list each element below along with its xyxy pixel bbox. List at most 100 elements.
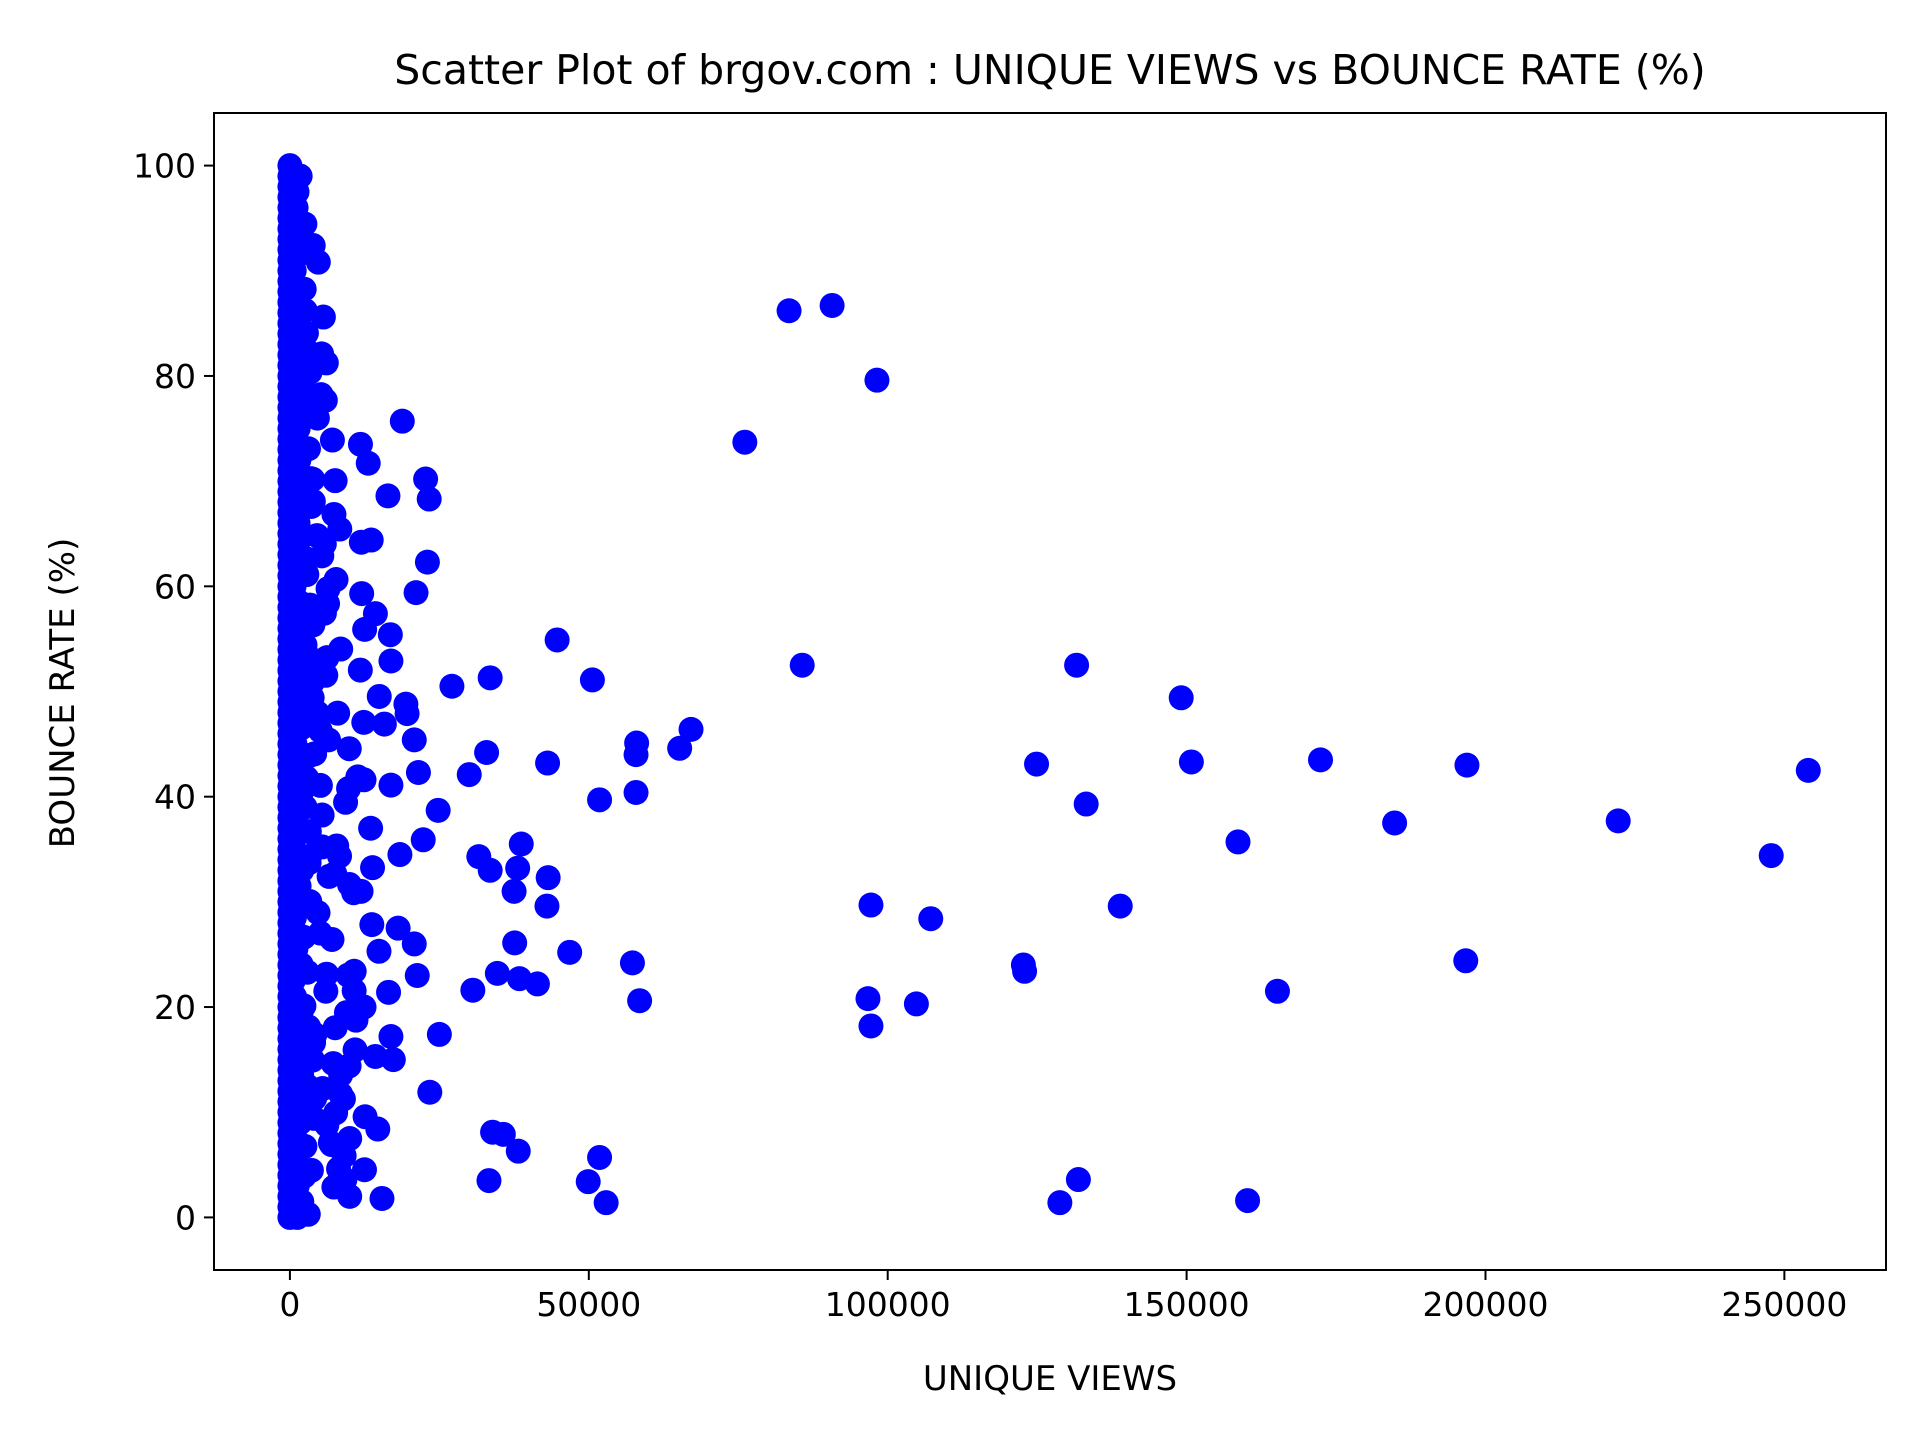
cluster-point: [333, 789, 359, 815]
data-point: [358, 527, 384, 553]
cluster-point: [311, 531, 337, 557]
data-point: [378, 772, 404, 798]
data-point: [369, 1185, 395, 1211]
data-point: [309, 341, 335, 367]
data-point: [413, 466, 439, 492]
data-point: [579, 667, 605, 693]
data-point: [337, 1126, 363, 1152]
cluster-point: [324, 833, 350, 859]
data-point: [336, 1053, 362, 1079]
data-point: [678, 716, 704, 742]
data-point: [508, 831, 534, 857]
data-point: [623, 779, 649, 805]
cluster-point: [349, 581, 375, 607]
cluster-point: [359, 912, 385, 938]
data-point: [505, 1138, 531, 1164]
data-point: [484, 960, 510, 986]
cluster-point: [308, 382, 334, 408]
data-point: [328, 1081, 354, 1107]
data-point: [855, 986, 881, 1012]
cluster-point: [309, 802, 335, 828]
data-point: [1047, 1190, 1073, 1216]
data-point: [403, 580, 429, 606]
data-point: [362, 601, 388, 627]
cluster-point: [295, 1201, 321, 1227]
data-point: [535, 865, 561, 891]
data-point: [667, 735, 693, 761]
data-point: [1758, 843, 1784, 869]
cluster-point: [351, 709, 377, 735]
cluster-point: [298, 1157, 324, 1183]
data-point: [858, 1013, 884, 1039]
data-point: [1168, 685, 1194, 711]
data-point: [387, 842, 413, 868]
data-point: [355, 450, 381, 476]
data-point: [362, 1043, 388, 1069]
data-point: [426, 1021, 452, 1047]
data-point: [557, 939, 583, 965]
cluster-point: [300, 488, 326, 514]
cluster-point: [360, 855, 386, 881]
plot-area-frame: [213, 112, 1887, 1271]
data-point: [416, 486, 442, 512]
data-point: [903, 991, 929, 1017]
data-point: [1307, 747, 1333, 773]
data-point: [858, 892, 884, 918]
axis-ticks: 0 50000 100000 150000 200000 250000 0 20 40 60 80 1…: [133, 147, 1847, 1324]
cluster-point: [328, 636, 354, 662]
data-point: [732, 429, 758, 455]
y-tick-label: 40: [154, 778, 196, 817]
y-tick-label: 20: [154, 988, 196, 1027]
data-point: [347, 431, 373, 457]
cluster-point: [347, 657, 373, 683]
cluster-point: [319, 427, 345, 453]
cluster-point: [305, 900, 331, 926]
data-point: [439, 673, 465, 699]
data-point: [477, 665, 503, 691]
data-point: [1064, 652, 1090, 678]
data-point: [1225, 829, 1251, 855]
cluster-point: [292, 211, 318, 237]
cluster-point: [345, 764, 371, 790]
data-point: [918, 906, 944, 932]
data-point: [401, 727, 427, 753]
cluster-point: [287, 163, 313, 189]
x-tick-label: 250000: [1721, 1285, 1847, 1324]
cluster-point: [292, 1133, 318, 1159]
data-point: [365, 1116, 391, 1142]
data-point: [534, 893, 560, 919]
cluster-point: [292, 632, 318, 658]
data-point: [1605, 808, 1631, 834]
data-point: [414, 549, 440, 575]
cluster-point: [366, 683, 392, 709]
y-tick-label: 100: [133, 147, 196, 186]
data-point: [1235, 1188, 1261, 1214]
data-point: [587, 787, 613, 813]
data-point: [502, 930, 528, 956]
data-point: [377, 622, 403, 648]
data-point: [524, 971, 550, 997]
data-point: [310, 304, 336, 330]
data-point: [619, 950, 645, 976]
y-tick-label: 0: [175, 1198, 196, 1237]
data-point: [1012, 958, 1038, 984]
data-point: [1382, 810, 1408, 836]
data-point: [474, 740, 500, 766]
data-point: [1454, 752, 1480, 778]
data-point: [394, 701, 420, 727]
data-point: [376, 979, 402, 1005]
cluster-point: [304, 700, 330, 726]
data-point: [789, 652, 815, 678]
data-point: [366, 938, 392, 964]
data-point: [358, 815, 384, 841]
data-point: [477, 857, 503, 883]
data-point: [385, 915, 411, 941]
data-point: [1795, 757, 1821, 783]
data-point: [490, 1121, 516, 1147]
data-point: [417, 1079, 443, 1105]
cluster-point: [301, 1030, 327, 1056]
data-point: [425, 797, 451, 823]
x-tick-label: 150000: [1124, 1285, 1250, 1324]
data-point: [476, 1168, 502, 1194]
